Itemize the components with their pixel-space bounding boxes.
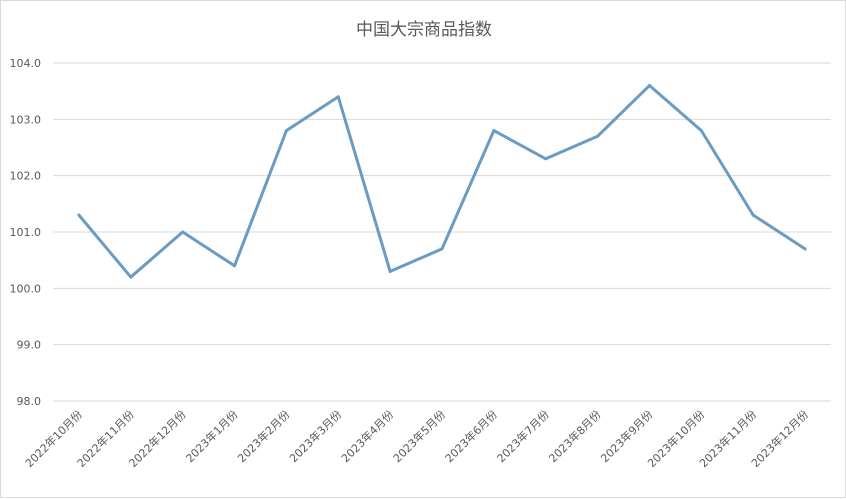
data-point	[492, 129, 496, 133]
data-point	[440, 247, 444, 251]
x-tick-label: 2023年6月份	[442, 407, 500, 465]
data-point	[233, 264, 237, 268]
x-tick-label: 2023年7月份	[494, 407, 552, 465]
y-tick-label: 102.0	[10, 170, 42, 183]
y-tick-label: 104.0	[10, 57, 42, 70]
data-point	[129, 275, 133, 279]
chart-title: 中国大宗商品指数	[356, 20, 492, 40]
data-point	[284, 129, 288, 133]
y-tick-label: 99.0	[17, 339, 42, 352]
data-point	[803, 247, 807, 251]
data-point	[388, 269, 392, 273]
x-tick-label: 2023年3月份	[286, 407, 344, 465]
data-point	[647, 84, 651, 88]
x-tick-label: 2023年5月份	[390, 407, 448, 465]
x-tick-label: 2023年1月份	[183, 407, 241, 465]
x-tick-label: 2023年8月份	[546, 407, 604, 465]
y-tick-label: 101.0	[10, 226, 42, 239]
y-tick-label: 103.0	[10, 113, 42, 126]
y-tick-label: 100.0	[10, 282, 42, 295]
x-tick-label: 2023年2月份	[235, 407, 293, 465]
y-tick-label: 98.0	[17, 395, 42, 408]
data-point	[181, 230, 185, 234]
x-tick-label: 2023年9月份	[598, 407, 656, 465]
data-point	[336, 95, 340, 99]
x-tick-label: 2023年4月份	[338, 407, 396, 465]
data-point	[596, 134, 600, 138]
data-point	[544, 157, 548, 161]
data-point	[77, 213, 81, 217]
data-point	[699, 129, 703, 133]
data-point	[751, 213, 755, 217]
